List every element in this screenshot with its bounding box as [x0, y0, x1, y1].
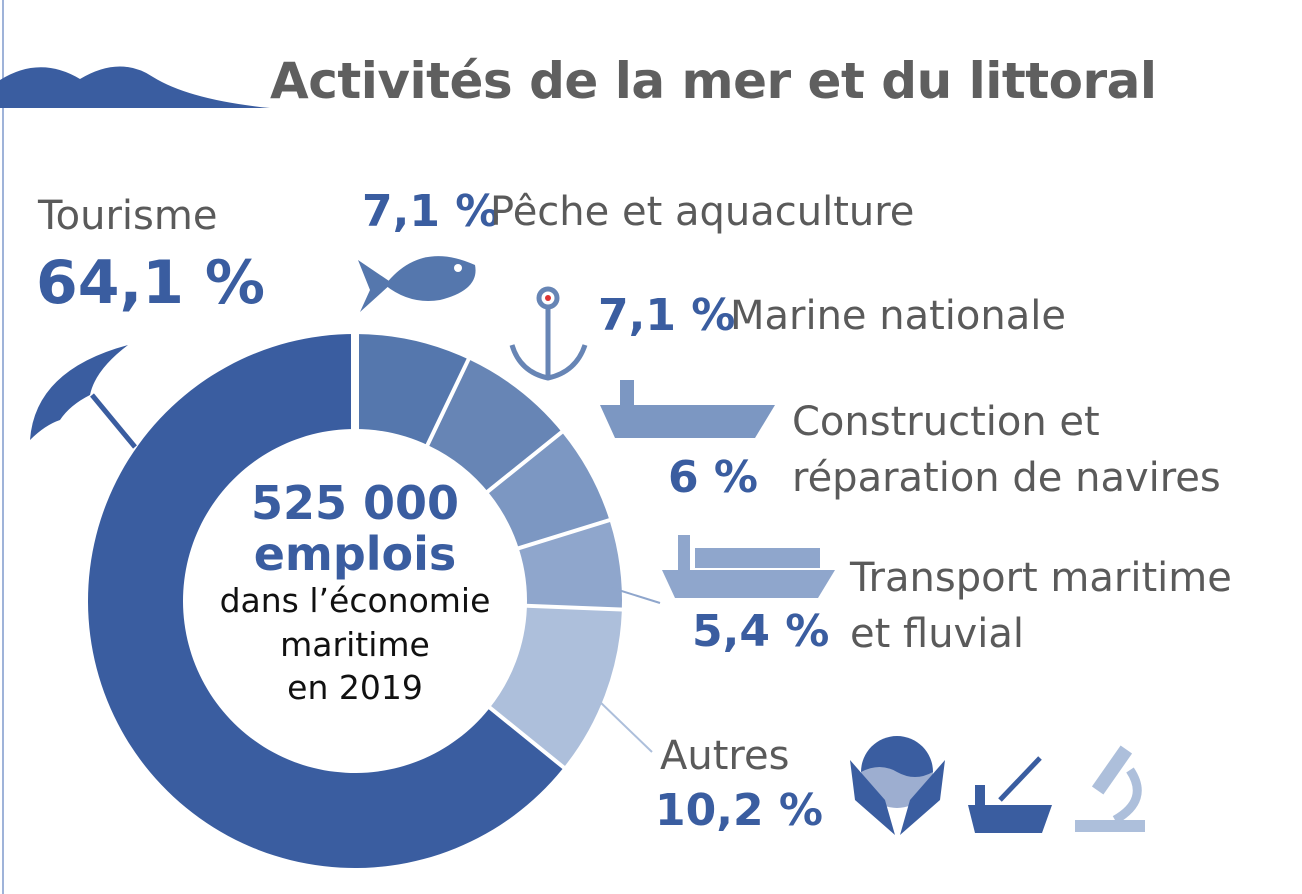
left-border — [2, 0, 4, 894]
total-jobs: 525 000 — [250, 476, 460, 530]
label-peche: Pêche et aquaculture — [490, 189, 915, 235]
donut-slice-5 — [88, 334, 563, 868]
donut-slice-2 — [488, 433, 611, 551]
ocean-hands-icon — [850, 736, 945, 835]
value-construction: 6 % — [668, 452, 759, 503]
label-construction-2: réparation de navires — [792, 455, 1221, 501]
page-title: Activités de la mer et du littoral — [270, 52, 1157, 110]
umbrella-icon — [30, 345, 128, 440]
center-line-2: maritime — [280, 624, 430, 664]
value-marine: 7,1 % — [598, 290, 736, 341]
donut-center-text: 525 000 emplois dans l’économie maritime… — [180, 478, 530, 710]
total-unit: emplois — [253, 526, 457, 581]
value-peche: 7,1 % — [362, 186, 500, 237]
value-transport: 5,4 % — [692, 606, 830, 657]
slice-gap — [482, 703, 569, 776]
value-autres: 10,2 % — [655, 785, 823, 836]
microscope-icon — [1075, 745, 1145, 832]
fish-icon — [358, 256, 476, 312]
label-construction-1: Construction et — [792, 399, 1100, 445]
label-transport-2: et fluvial — [850, 611, 1024, 657]
label-autres: Autres — [660, 733, 790, 779]
leader-line-tourisme — [90, 393, 137, 449]
wave-icon — [0, 66, 270, 108]
crane-ship-icon — [968, 756, 1052, 833]
label-transport-1: Transport maritime — [850, 555, 1232, 601]
value-tourisme: 64,1 % — [36, 248, 266, 318]
container-ship-icon — [662, 535, 835, 598]
donut-slice-4 — [488, 607, 622, 770]
leader-line-autres — [597, 699, 653, 753]
donut-chart — [88, 329, 627, 868]
donut-slice-3 — [519, 522, 622, 612]
aircraft-carrier-icon — [600, 380, 775, 438]
center-line-1: dans l’économie — [219, 581, 491, 621]
center-line-3: en 2019 — [287, 668, 423, 708]
label-tourisme: Tourisme — [38, 193, 218, 239]
slice-gap — [521, 603, 627, 616]
anchor-icon — [509, 286, 588, 381]
leader-line-transport — [611, 587, 661, 604]
label-marine: Marine nationale — [730, 293, 1066, 339]
